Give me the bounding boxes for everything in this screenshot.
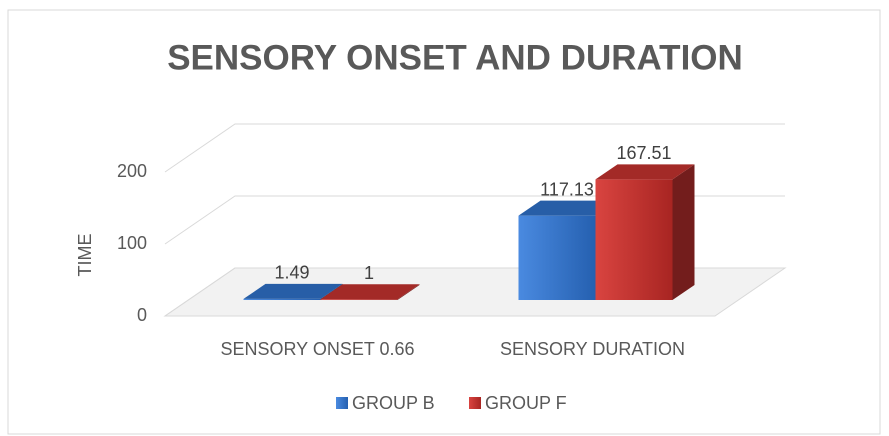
- value-label: 167.51: [616, 143, 671, 163]
- value-label: 1.49: [274, 263, 309, 283]
- y-tick-label: 200: [117, 161, 147, 181]
- bar-top: [518, 200, 618, 216]
- bar-front: [595, 179, 673, 300]
- x-tick-label: SENSORY DURATION: [500, 339, 685, 359]
- bar-front: [243, 298, 321, 300]
- legend-label: GROUP F: [485, 393, 567, 413]
- bar-side: [397, 284, 420, 300]
- chart-title: SENSORY ONSET AND DURATION: [167, 38, 743, 77]
- y-tick-label: 100: [117, 233, 147, 253]
- legend-swatch: [469, 397, 481, 409]
- bar-front: [320, 299, 398, 300]
- bar-top: [243, 283, 343, 299]
- frame: [7, 9, 881, 435]
- bar-top: [595, 164, 695, 180]
- bar-front: [518, 215, 596, 300]
- value-label: 1: [364, 263, 374, 283]
- legend-swatch: [336, 397, 348, 409]
- x-tick-label: SENSORY ONSET 0.66: [220, 339, 414, 359]
- bar-top: [320, 284, 420, 300]
- legend-label: GROUP B: [352, 393, 435, 413]
- value-label: 117.13: [540, 179, 594, 199]
- y-tick-label: 0: [137, 305, 147, 325]
- y-axis-title: TIME: [75, 234, 95, 277]
- bar-side: [672, 164, 695, 300]
- grid-line: [164, 123, 785, 173]
- bar: [595, 164, 695, 300]
- bar: [320, 284, 420, 300]
